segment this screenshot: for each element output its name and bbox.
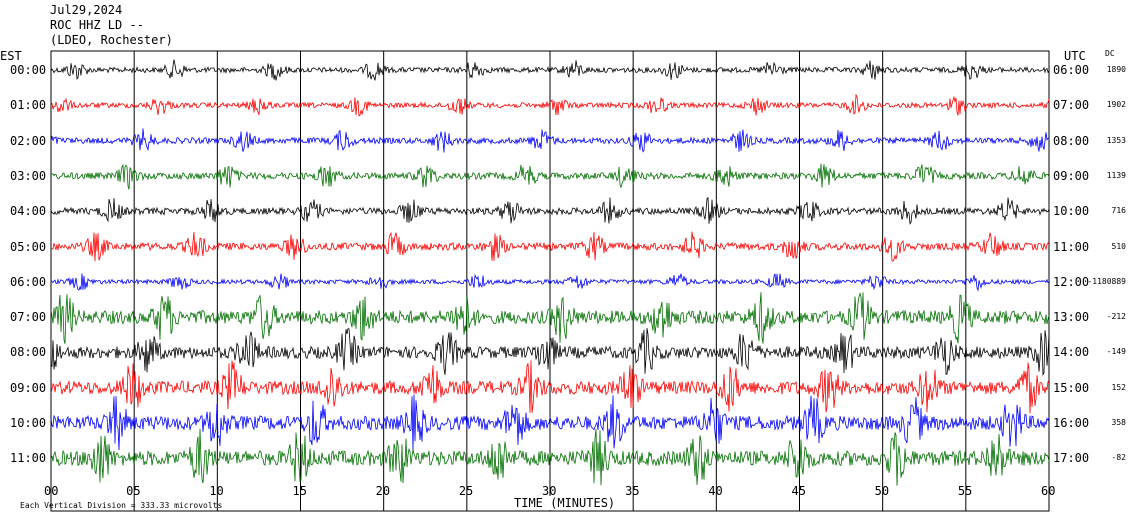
station-location: (LDEO, Rochester) bbox=[50, 33, 173, 47]
utc-hour-label: 12:00 bbox=[1053, 274, 1090, 289]
seismic-traces bbox=[50, 59, 1050, 486]
dc-offset-value: 358 bbox=[1111, 418, 1126, 427]
trace-0900 bbox=[50, 360, 1050, 414]
utc-hour-label: 06:00 bbox=[1053, 63, 1090, 77]
trace-0200 bbox=[50, 128, 1050, 153]
x-tick-35: 35 bbox=[625, 484, 640, 498]
dc-offset-value: -212 bbox=[1106, 312, 1126, 322]
x-tick-05: 05 bbox=[126, 484, 141, 498]
utc-hour-label: 16:00 bbox=[1053, 416, 1090, 430]
dc-offset-value: 1902 bbox=[1106, 100, 1126, 110]
x-tick-30: 30 bbox=[542, 484, 557, 498]
utc-hour-label: 07:00 bbox=[1053, 98, 1090, 113]
dc-offset-value: 152 bbox=[1111, 382, 1126, 392]
x-tick-50: 50 bbox=[874, 484, 890, 498]
est-hour-label: 00:00 bbox=[10, 63, 47, 77]
trace-0300 bbox=[50, 163, 1050, 190]
est-hour-label: 07:00 bbox=[10, 310, 47, 325]
est-hour-label: 05:00 bbox=[10, 239, 47, 254]
x-axis-label: TIME (MINUTES) bbox=[514, 496, 616, 510]
x-tick-00: 00 bbox=[44, 484, 59, 498]
utc-axis-label: UTC bbox=[1064, 49, 1086, 63]
trace-1100 bbox=[50, 428, 1050, 486]
x-tick-15: 15 bbox=[292, 484, 307, 498]
dc-offset-value: -149 bbox=[1106, 347, 1126, 357]
x-tick-40: 40 bbox=[708, 484, 723, 498]
est-hour-label: 01:00 bbox=[10, 98, 47, 113]
est-hour-label: 09:00 bbox=[10, 380, 47, 395]
station-code: ROC HHZ LD -- bbox=[50, 18, 144, 32]
est-hour-label: 04:00 bbox=[10, 204, 47, 219]
trace-0100 bbox=[50, 93, 1050, 117]
trace-1000 bbox=[50, 394, 1050, 451]
utc-hour-label: 09:00 bbox=[1053, 168, 1090, 183]
chart-date: Jul29,2024 bbox=[50, 3, 123, 17]
trace-0400 bbox=[50, 196, 1050, 225]
x-tick-55: 55 bbox=[957, 484, 973, 498]
dc-offset-value: 1353 bbox=[1106, 135, 1126, 145]
dc-column-label: DC bbox=[1105, 49, 1115, 58]
dc-offset-value: -82 bbox=[1111, 453, 1126, 463]
est-hour-label: 11:00 bbox=[10, 451, 47, 466]
est-hour-label: 10:00 bbox=[10, 416, 47, 430]
utc-hour-label: 17:00 bbox=[1053, 451, 1090, 466]
est-hour-label: 08:00 bbox=[10, 345, 47, 360]
trace-0700 bbox=[50, 291, 1050, 344]
minute-gridlines bbox=[133, 51, 967, 511]
utc-hour-label: 10:00 bbox=[1053, 204, 1090, 219]
x-tick-25: 25 bbox=[458, 484, 474, 498]
est-hour-label: 06:00 bbox=[10, 274, 47, 289]
dc-offset-value: 1139 bbox=[1106, 170, 1126, 180]
est-hour-label: 03:00 bbox=[10, 168, 47, 183]
utc-hour-label: 11:00 bbox=[1053, 239, 1090, 254]
dc-offset-value: 1890 bbox=[1106, 65, 1126, 74]
trace-0600 bbox=[50, 273, 1050, 292]
utc-hour-label: 08:00 bbox=[1053, 133, 1090, 148]
scale-note: Each Vertical Division = 333.33 microvol… bbox=[20, 501, 223, 510]
est-axis-label: EST bbox=[0, 49, 22, 63]
utc-hour-label: 15:00 bbox=[1053, 380, 1090, 395]
x-tick-60: 60 bbox=[1041, 484, 1056, 498]
utc-hour-label: 14:00 bbox=[1053, 345, 1090, 360]
trace-0000 bbox=[50, 59, 1050, 81]
x-tick-10: 10 bbox=[209, 484, 224, 498]
x-tick-20: 20 bbox=[375, 484, 391, 498]
utc-hour-label: 13:00 bbox=[1053, 310, 1090, 325]
est-hour-label: 02:00 bbox=[10, 133, 47, 148]
x-tick-45: 45 bbox=[791, 484, 806, 498]
trace-0500 bbox=[50, 231, 1050, 262]
dc-offset-value: -1180889 bbox=[1087, 276, 1126, 286]
dc-offset-value: 716 bbox=[1111, 206, 1126, 216]
dc-offset-value: 510 bbox=[1111, 241, 1126, 251]
trace-0800 bbox=[50, 328, 1050, 377]
